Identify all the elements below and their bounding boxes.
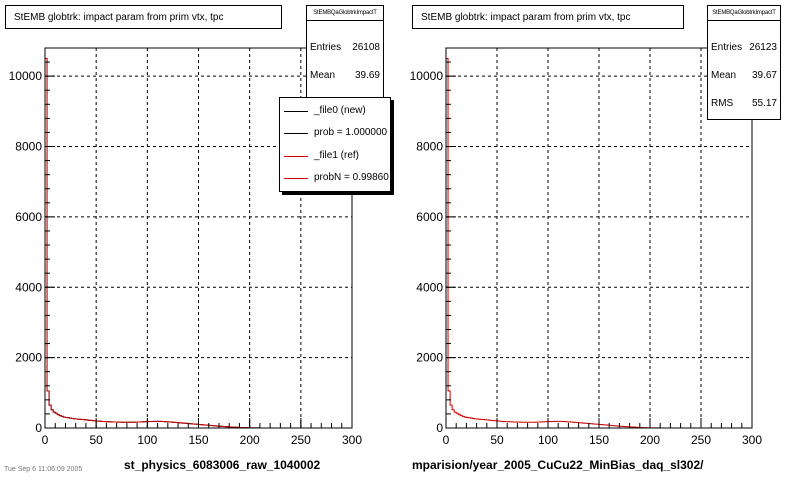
right-xtick-label-4: 200 xyxy=(640,433,660,447)
left-xtick-label-1: 50 xyxy=(89,433,103,447)
right-stats-header: StEMBQaGlobtrkImpactT xyxy=(708,6,780,21)
right-xtick-label-0: 0 xyxy=(443,433,450,447)
right-stat-entries-value: 26123 xyxy=(749,42,777,53)
left-stats-header: StEMBQaGlobtrkImpactT xyxy=(307,6,383,21)
left-bottom-label: st_physics_6083006_raw_1040002 xyxy=(124,458,321,472)
left-title: StEMB globtrk: impact param from prim vt… xyxy=(14,12,224,23)
right-stats-box: StEMBQaGlobtrkImpactT Entries 26123 Mean… xyxy=(707,5,781,120)
legend-label-file0: _file0 (new) xyxy=(314,105,366,116)
left-ytick-label-3: 6000 xyxy=(15,210,42,224)
left-stat-entries-value: 26108 xyxy=(352,42,380,53)
legend-box: _file0 (new) prob = 1.000000 _file1 (ref… xyxy=(279,97,391,192)
left-stats-box: StEMBQaGlobtrkImpactT Entries 26108 Mean… xyxy=(306,5,384,100)
right-stat-mean: Mean 39.67 xyxy=(711,70,777,82)
left-stat-entries: Entries 26108 xyxy=(310,42,380,54)
right-ytick-label-2: 4000 xyxy=(416,280,443,294)
legend-entry-file0: _file0 (new) xyxy=(284,105,390,119)
footer-timestamp: Tue Sep 6 11:06:09 2005 xyxy=(4,466,83,473)
left-stat-entries-label: Entries xyxy=(310,42,342,53)
left-ytick-label-4: 8000 xyxy=(15,140,42,154)
right-title-box: StEMB globtrk: impact param from prim vt… xyxy=(412,5,684,29)
legend-line-probn xyxy=(284,178,308,179)
left-ytick-label-1: 2000 xyxy=(15,351,42,365)
legend-label-file1: _file1 (ref) xyxy=(314,150,360,161)
left-stat-mean: Mean 39.69 xyxy=(310,70,380,82)
left-xtick-label-0: 0 xyxy=(42,433,49,447)
right-stat-entries-label: Entries xyxy=(711,42,743,53)
left-title-box: StEMB globtrk: impact param from prim vt… xyxy=(5,5,282,29)
right-bottom-label: mparision/year_2005_CuCu22_MinBias_daq_s… xyxy=(412,458,704,472)
right-xtick-label-2: 100 xyxy=(538,433,558,447)
legend-entry-file1: _file1 (ref) xyxy=(284,150,390,164)
legend-line-prob xyxy=(284,133,308,134)
legend-entry-prob: prob = 1.000000 xyxy=(284,127,390,141)
right-ytick-label-0: 0 xyxy=(436,421,443,435)
left-stat-mean-label: Mean xyxy=(310,70,336,81)
right-stat-mean-label: Mean xyxy=(711,70,737,81)
right-stat-rms-value: 55.17 xyxy=(751,98,777,109)
left-xtick-label-6: 300 xyxy=(342,433,362,447)
right-stat-rms: RMS 55.17 xyxy=(711,98,777,110)
right-title: StEMB globtrk: impact param from prim vt… xyxy=(421,12,631,23)
right-ytick-label-5: 10000 xyxy=(410,69,444,83)
legend-label-probn: probN = 0.99860 xyxy=(314,172,389,183)
right-xtick-label-6: 300 xyxy=(742,433,762,447)
left-ytick-label-0: 0 xyxy=(35,421,42,435)
left-ytick-label-5: 10000 xyxy=(9,69,43,83)
right-ytick-label-3: 6000 xyxy=(416,210,443,224)
left-xtick-label-3: 150 xyxy=(188,433,208,447)
right-ytick-label-1: 2000 xyxy=(416,351,443,365)
right-stat-entries: Entries 26123 xyxy=(711,42,777,54)
legend-line-file1 xyxy=(284,156,308,157)
left-xtick-label-5: 250 xyxy=(291,433,311,447)
legend-entry-probn: probN = 0.99860 xyxy=(284,172,390,186)
left-xtick-label-2: 100 xyxy=(137,433,157,447)
left-ytick-label-2: 4000 xyxy=(15,280,42,294)
right-xtick-label-5: 250 xyxy=(691,433,711,447)
left-xtick-label-4: 200 xyxy=(240,433,260,447)
legend-label-prob: prob = 1.000000 xyxy=(314,127,388,138)
right-xtick-label-1: 50 xyxy=(490,433,504,447)
right-ytick-label-4: 8000 xyxy=(416,140,443,154)
left-stat-mean-value: 39.69 xyxy=(354,70,380,81)
right-stat-mean-value: 39.67 xyxy=(751,70,777,81)
right-stat-rms-label: RMS xyxy=(711,98,734,109)
legend-line-file0 xyxy=(284,111,308,112)
right-xtick-label-3: 150 xyxy=(589,433,609,447)
